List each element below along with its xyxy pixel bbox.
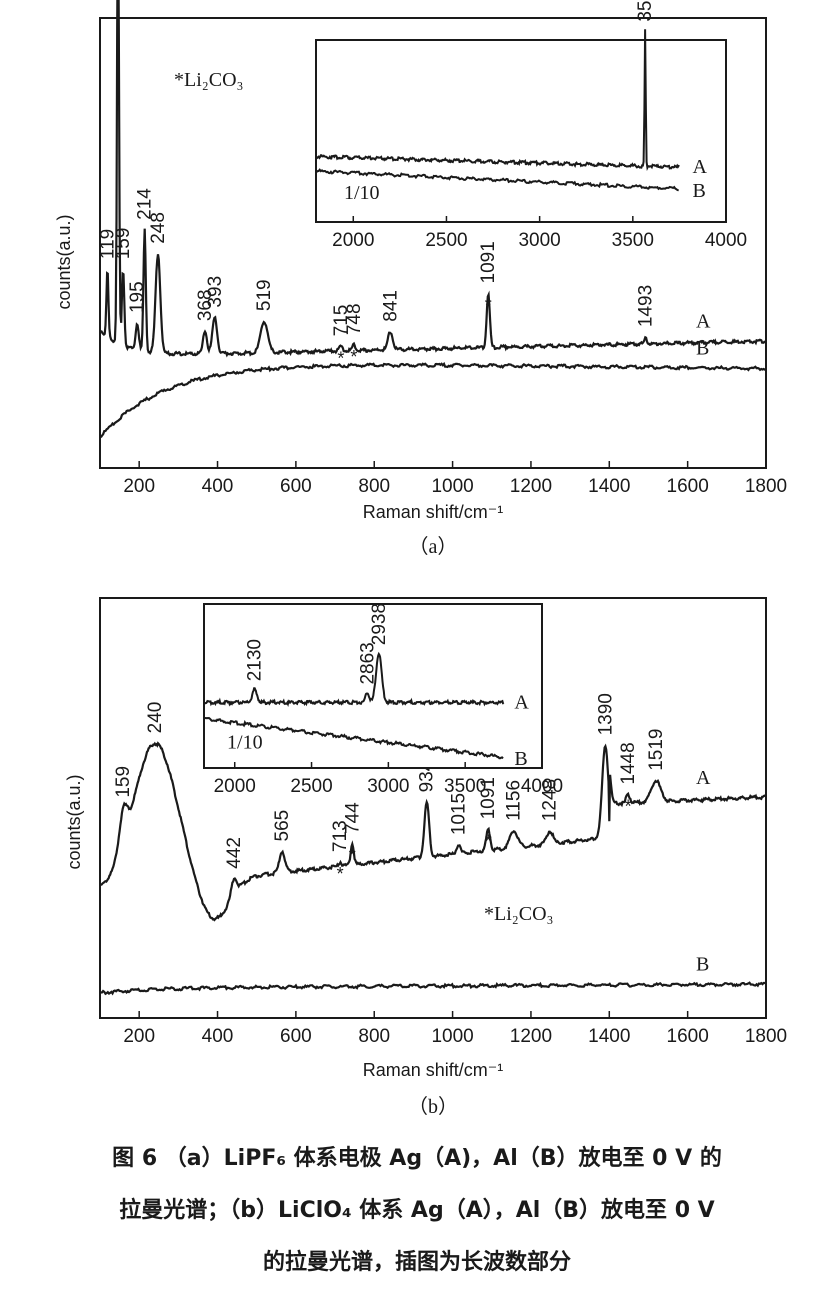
- x-tick-label: 400: [202, 1026, 234, 1047]
- panel-label: （a）: [409, 535, 458, 558]
- peak-label: 1091: [478, 777, 499, 819]
- x-tick-label: 1800: [745, 476, 787, 497]
- inset-tick-label: 4000: [521, 776, 563, 797]
- x-tick-label: 1200: [510, 476, 552, 497]
- peak-label: 715: [331, 305, 352, 337]
- peak-label: 1448: [618, 742, 639, 784]
- inset-series-a-line: [316, 29, 680, 172]
- inset-tick-label: 2000: [332, 230, 374, 251]
- peak-label: 713: [330, 820, 351, 852]
- inset-tick-label: 3500: [612, 230, 654, 251]
- peak-label: 393: [205, 276, 226, 308]
- x-axis-label: Raman shift/cm⁻¹: [363, 1060, 504, 1080]
- x-tick-label: 200: [123, 1026, 155, 1047]
- inset-tick-label: 2000: [214, 776, 256, 797]
- inset-scale-note: 1/10: [227, 732, 263, 754]
- inset-frame: [315, 39, 727, 223]
- series-b-line: [99, 361, 767, 439]
- inset-tick-label: 3500: [444, 776, 486, 797]
- inset-tick-label: 2500: [290, 776, 332, 797]
- x-tick-label: 800: [358, 476, 390, 497]
- peak-label: 1156: [504, 780, 525, 821]
- peak-label: 442: [224, 837, 245, 869]
- li2co3-star: *: [337, 864, 344, 884]
- x-tick-label: 1400: [588, 1026, 630, 1047]
- peak-label: 1091: [478, 241, 499, 283]
- li2co3-star: *: [485, 295, 492, 315]
- peak-label: 1493: [636, 285, 657, 327]
- inset-series-b-name: B: [692, 180, 705, 202]
- x-tick-label: 1600: [667, 1026, 709, 1047]
- series-a-name: A: [696, 311, 711, 333]
- x-tick-label: 1800: [745, 1026, 787, 1047]
- li2co3-star: *: [485, 831, 492, 851]
- inset-frame: [203, 603, 543, 769]
- peak-label: 744: [342, 802, 363, 834]
- li2co3-star: *: [625, 797, 632, 817]
- x-tick-label: 800: [358, 1026, 390, 1047]
- peak-label: 159: [113, 228, 134, 260]
- x-tick-label: 200: [123, 476, 155, 497]
- peak-label: 368: [195, 289, 216, 321]
- x-axis-label: Raman shift/cm⁻¹: [363, 502, 504, 522]
- inset-series-a-name: A: [692, 156, 707, 178]
- series-a-name: A: [696, 767, 711, 789]
- series-a-line: [100, 0, 766, 358]
- x-tick-label: 1200: [510, 1026, 552, 1047]
- inset-peak-label: 2130: [245, 639, 266, 681]
- x-tick-label: 400: [202, 476, 234, 497]
- inset-series-b-name: B: [514, 748, 527, 770]
- peak-label: 1015: [448, 793, 469, 835]
- peak-label: 519: [254, 279, 275, 311]
- peak-label: 1519: [646, 729, 667, 771]
- inset-series-a-name: A: [514, 691, 529, 713]
- inset-series-a-line: [203, 651, 505, 708]
- caption-line-1: 图 6 （a）LiPF₆ 体系电极 Ag（A)，Al（B）放电至 0 V 的: [112, 1146, 722, 1171]
- x-tick-label: 1600: [667, 476, 709, 497]
- inset-scale-note: 1/10: [344, 182, 380, 204]
- peak-label: 159: [113, 766, 134, 798]
- peak-label: 748: [344, 303, 365, 335]
- caption-line-3: 的拉曼光谱，插图为长波数部分: [262, 1250, 571, 1275]
- inset-peak-label: 2863: [357, 642, 378, 684]
- li2co3-note: *Li₂CO₃: [174, 69, 244, 91]
- inset-series-b-line: [315, 168, 679, 192]
- x-tick-label: 1400: [588, 476, 630, 497]
- inset-peak-label: 3566: [635, 0, 656, 22]
- plot-frame-0: [99, 17, 767, 469]
- plot-frame-1: [99, 597, 767, 1019]
- peak-label: 1248: [540, 779, 561, 821]
- inset-series-b-line: [204, 716, 504, 760]
- peak-label: 240: [145, 702, 166, 734]
- inset-tick-label: 3000: [518, 230, 560, 251]
- series-b-line: [100, 981, 767, 996]
- x-tick-label: 1000: [431, 1026, 473, 1047]
- series-b-name: B: [696, 953, 709, 975]
- caption-line-2: 拉曼光谱；（b）LiClO₄ 体系 Ag（A），Al（B）放电至 0 V: [119, 1198, 715, 1223]
- series-a-line: [100, 741, 767, 922]
- li2co3-star: *: [350, 347, 357, 367]
- peak-label: 248: [148, 212, 169, 244]
- peak-label: 214: [135, 188, 156, 220]
- inset-tick-label: 2500: [425, 230, 467, 251]
- peak-label: 1390: [595, 693, 616, 735]
- y-axis-label: counts(a.u.): [64, 774, 84, 869]
- inset-tick-label: 3000: [367, 776, 409, 797]
- peak-label: 841: [380, 290, 401, 322]
- peak-label: 195: [127, 281, 148, 313]
- li2co3-star: *: [337, 348, 344, 368]
- x-tick-label: 600: [280, 1026, 312, 1047]
- x-tick-label: 600: [280, 476, 312, 497]
- peak-label: 565: [272, 810, 293, 842]
- inset-peak-label: 2938: [369, 603, 390, 645]
- series-b-name: B: [696, 337, 709, 359]
- inset-tick-label: 4000: [705, 230, 747, 251]
- panel-label: （b）: [408, 1095, 458, 1118]
- peak-label: 119: [97, 229, 118, 259]
- y-axis-label: counts(a.u.): [54, 214, 74, 309]
- li2co3-note: *Li₂CO₃: [484, 903, 554, 925]
- x-tick-label: 1000: [431, 476, 473, 497]
- li2co3-star: *: [349, 846, 356, 866]
